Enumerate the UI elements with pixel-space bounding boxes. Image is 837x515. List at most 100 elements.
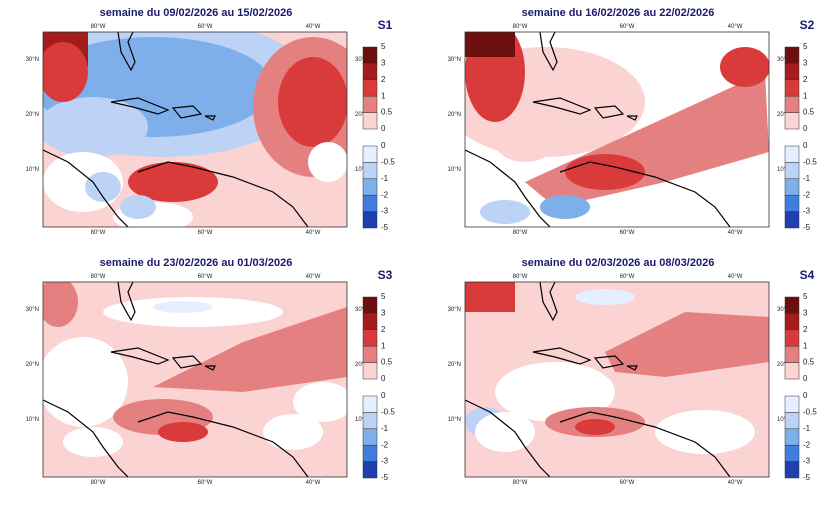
colorbar-tick-label: -1	[803, 174, 811, 183]
colorbar-segment	[784, 194, 800, 212]
lon-label: 60°W	[198, 274, 213, 280]
panel-title: semaine du 16/02/2026 au 22/02/2026	[522, 7, 715, 19]
map-panel: semaine du 09/02/2026 au 15/02/2026 S1 80°…	[26, 7, 396, 236]
anomaly-area	[43, 282, 78, 327]
colorbar-tick-label: 0	[803, 141, 808, 150]
lat-label: 20°N	[355, 362, 368, 368]
colorbar-segment	[362, 461, 378, 479]
lon-label: 60°W	[620, 230, 635, 236]
lon-label: 80°W	[513, 274, 528, 280]
map-field	[465, 282, 769, 477]
map-frame	[42, 31, 348, 228]
colorbar-segment	[362, 313, 378, 331]
panel-label: S2	[800, 18, 815, 32]
colorbar-segment	[362, 145, 378, 163]
colorbar-segment	[784, 63, 800, 81]
colorbar-segment	[362, 112, 378, 130]
colorbar-tick-label: -3	[381, 457, 389, 466]
colorbar-segment	[362, 412, 378, 430]
lat-label: 10°N	[448, 417, 461, 423]
colorbar-tick-label: 0	[381, 374, 386, 383]
coastline	[465, 282, 731, 477]
lon-label: 40°W	[728, 274, 743, 280]
anomaly-area	[465, 282, 515, 312]
lat-label: 10°N	[777, 167, 790, 173]
colorbar-segment	[362, 194, 378, 212]
colorbar-segment	[784, 329, 800, 347]
anomaly-area	[278, 57, 347, 147]
colorbar-tick-label: 1	[381, 91, 386, 100]
colorbar-tick-label: 2	[803, 75, 808, 84]
anomaly-area	[575, 289, 635, 305]
panel-title: semaine du 09/02/2026 au 15/02/2026	[100, 7, 293, 19]
lat-label: 30°N	[448, 57, 461, 63]
colorbar-tick-label: 2	[381, 75, 386, 84]
lat-label: 10°N	[355, 167, 368, 173]
colorbar-tick-label: -2	[803, 440, 811, 449]
map-field	[465, 32, 769, 227]
anomaly-area	[475, 412, 535, 452]
lon-label: 80°W	[513, 480, 528, 486]
colorbar-segment	[784, 313, 800, 331]
anomaly-area	[720, 47, 769, 87]
colorbar-tick-label: 5	[803, 42, 808, 51]
panel-label: S3	[378, 268, 393, 282]
colorbar-tick-label: 0	[803, 124, 808, 133]
lat-label: 30°N	[448, 307, 461, 313]
anomaly-area	[158, 422, 208, 442]
colorbar-tick-label: -2	[803, 190, 811, 199]
lon-label: 60°W	[620, 274, 635, 280]
colorbar-segment	[362, 162, 378, 180]
anomaly-area	[293, 382, 347, 422]
colorbar-tick-label: -1	[803, 424, 811, 433]
colorbar-tick-label: 5	[381, 42, 386, 51]
colorbar-tick-label: 5	[381, 292, 386, 301]
colorbar-segment	[362, 345, 378, 363]
colorbar-tick-label: 5	[803, 292, 808, 301]
colorbar-tick-label: -0.5	[381, 158, 395, 167]
lon-label: 80°W	[513, 230, 528, 236]
lat-label: 20°N	[355, 112, 368, 118]
colorbar-segment	[362, 444, 378, 462]
colorbar-segment	[362, 296, 378, 314]
lat-label: 10°N	[355, 417, 368, 423]
colorbar-segment	[784, 428, 800, 446]
colorbar-tick-label: 0.5	[381, 358, 393, 367]
colorbar-segment	[362, 63, 378, 81]
lat-label: 30°N	[777, 307, 790, 313]
colorbar-tick-label: -0.5	[803, 158, 817, 167]
lon-label: 60°W	[198, 230, 213, 236]
colorbar-tick-label: 0	[381, 391, 386, 400]
colorbar-tick-label: 0.5	[803, 358, 815, 367]
colorbar-tick-label: 2	[803, 325, 808, 334]
lat-label: 20°N	[777, 112, 790, 118]
anomaly-area	[263, 414, 323, 450]
lon-label: 40°W	[306, 24, 321, 30]
colorbar-segment	[784, 46, 800, 64]
colorbar-tick-label: 1	[803, 341, 808, 350]
anomaly-area	[43, 42, 88, 102]
anomaly-area	[153, 301, 213, 313]
colorbar-tick-label: 3	[803, 59, 808, 68]
lat-label: 30°N	[777, 57, 790, 63]
map-frame	[464, 281, 770, 478]
colorbar-segment	[362, 178, 378, 196]
lon-label: 40°W	[306, 230, 321, 236]
lat-label: 30°N	[355, 307, 368, 313]
lat-label: 30°N	[355, 57, 368, 63]
colorbar-segment	[784, 345, 800, 363]
lat-label: 20°N	[448, 112, 461, 118]
map-panel: semaine du 23/02/2026 au 01/03/2026 S3 80°…	[26, 257, 396, 486]
lon-label: 60°W	[198, 480, 213, 486]
anomaly-area	[63, 427, 123, 457]
panel-label: S1	[378, 18, 393, 32]
colorbar-tick-label: -3	[381, 207, 389, 216]
anomaly-area	[308, 142, 347, 182]
anomaly-area	[725, 162, 765, 202]
colorbar-tick-label: -0.5	[803, 408, 817, 417]
colorbar-segment	[784, 444, 800, 462]
coastline	[43, 282, 309, 477]
lat-label: 20°N	[777, 362, 790, 368]
anomaly-area	[465, 32, 515, 57]
anomaly-area	[480, 200, 530, 224]
